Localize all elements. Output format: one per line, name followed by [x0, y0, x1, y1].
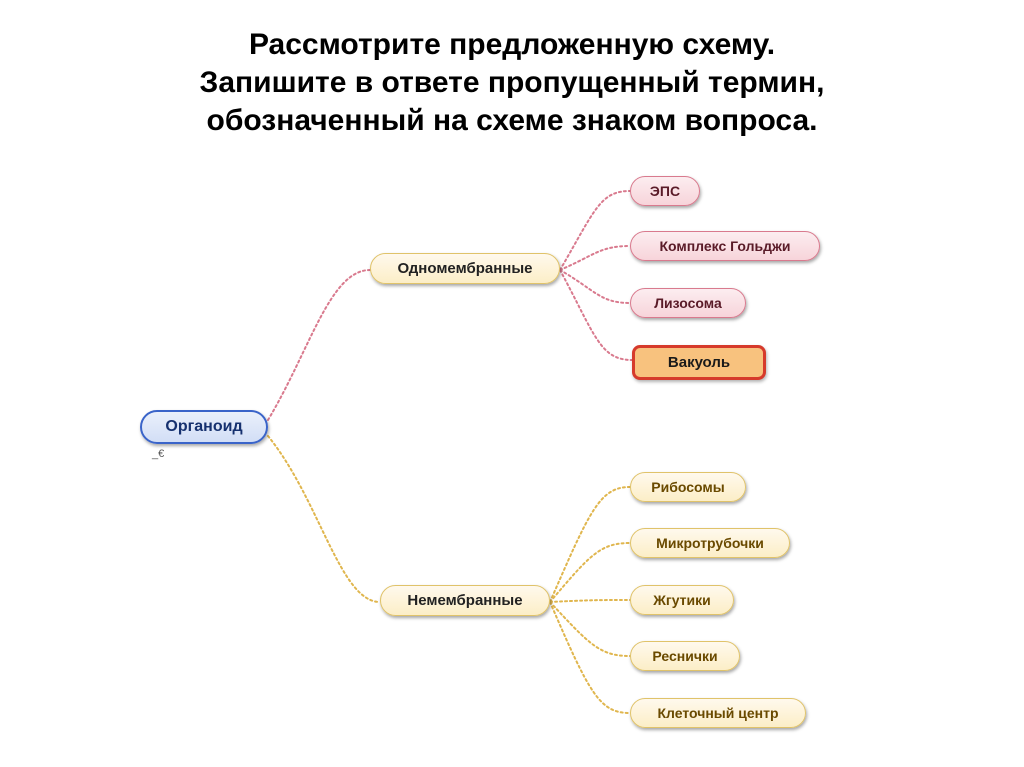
- node-category-2: Немембранные: [380, 585, 550, 616]
- root-glyph: _€: [152, 448, 164, 460]
- title-line-3: обозначенный на схеме знаком вопроса.: [0, 104, 1024, 138]
- node-yellow-2: Жгутики: [630, 585, 734, 615]
- node-category-1-label: Одномембранные: [381, 254, 548, 283]
- diagram-stage: { "title": { "line1": "Рассмотрите предл…: [0, 0, 1024, 767]
- node-yellow-1-label: Микротрубочки: [640, 529, 780, 557]
- node-answer-label: Вакуоль: [668, 354, 730, 371]
- node-root-label: Органоид: [149, 412, 258, 442]
- node-yellow-1: Микротрубочки: [630, 528, 790, 558]
- title-line-1: Рассмотрите предложенную схему.: [0, 28, 1024, 62]
- node-yellow-3-label: Реснички: [636, 642, 733, 670]
- node-pink-2: Лизосома: [630, 288, 746, 318]
- node-yellow-0-label: Рибосомы: [635, 473, 740, 501]
- title-line-2: Запишите в ответе пропущенный термин,: [0, 66, 1024, 100]
- node-yellow-3: Реснички: [630, 641, 740, 671]
- node-pink-2-label: Лизосома: [638, 289, 738, 317]
- node-pink-0-label: ЭПС: [634, 177, 696, 205]
- node-pink-1-label: Комплекс Гольджи: [643, 232, 806, 260]
- node-answer: Вакуоль: [632, 345, 766, 380]
- node-category-1: Одномембранные: [370, 253, 560, 284]
- node-yellow-0: Рибосомы: [630, 472, 746, 502]
- node-yellow-2-label: Жгутики: [637, 586, 727, 614]
- node-yellow-4: Клеточный центр: [630, 698, 806, 728]
- node-pink-1: Комплекс Гольджи: [630, 231, 820, 261]
- node-root: Органоид: [140, 410, 268, 444]
- node-pink-0: ЭПС: [630, 176, 700, 206]
- node-yellow-4-label: Клеточный центр: [641, 699, 794, 727]
- node-category-2-label: Немембранные: [391, 586, 538, 615]
